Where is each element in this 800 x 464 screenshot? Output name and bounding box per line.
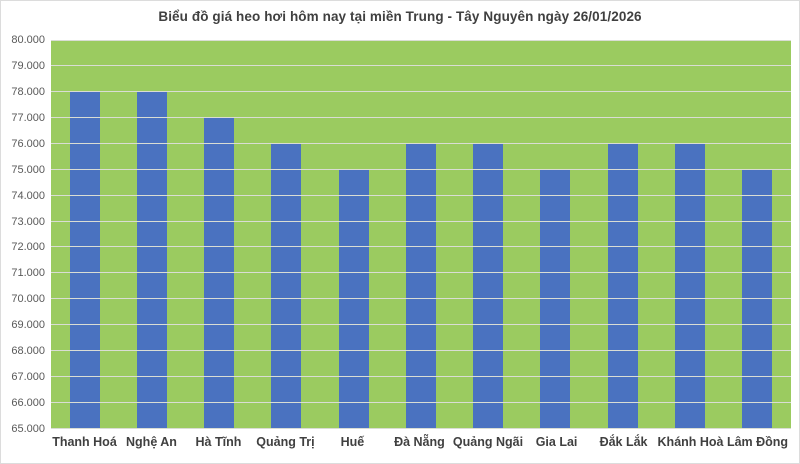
bar-cell <box>589 40 656 429</box>
x-tick-label: Thanh Hoá <box>52 435 117 449</box>
bar-cell <box>186 40 253 429</box>
bar-cell <box>724 40 791 429</box>
x-tick-label: Nghệ An <box>126 435 177 449</box>
y-tick-label: 76.000 <box>11 137 45 150</box>
x-tick-label: Hà Tĩnh <box>195 435 242 449</box>
bar <box>607 143 638 429</box>
gridline <box>51 194 791 196</box>
x-tick-label: Quảng Trị <box>256 435 315 449</box>
y-tick-label: 77.000 <box>11 111 45 124</box>
gridline <box>51 246 791 248</box>
y-tick-label: 73.000 <box>11 215 45 228</box>
gridline <box>51 324 791 326</box>
bar <box>204 117 235 429</box>
y-tick-label: 80.000 <box>11 34 45 46</box>
y-tick-label: 69.000 <box>11 319 45 332</box>
plot-area <box>51 40 791 429</box>
gridline <box>51 90 791 92</box>
x-tick-label: Gia Lai <box>535 435 578 449</box>
x-tick-label: Lâm Đồng <box>726 435 789 449</box>
bar-cell <box>387 40 454 429</box>
gridline <box>51 142 791 144</box>
y-tick-label: 68.000 <box>11 345 45 358</box>
y-tick-label: 71.000 <box>11 267 45 280</box>
y-tick-label: 78.000 <box>11 85 45 98</box>
y-tick-label: 65.000 <box>11 423 45 435</box>
gridline <box>51 220 791 222</box>
gridline <box>51 298 791 300</box>
x-tick-label: Đắk Lắk <box>599 435 648 449</box>
bar-cell <box>522 40 589 429</box>
bar <box>136 91 167 429</box>
y-tick-label: 79.000 <box>11 59 45 72</box>
y-tick-label: 74.000 <box>11 189 45 202</box>
y-tick-label: 72.000 <box>11 241 45 254</box>
bar <box>69 91 100 429</box>
x-tick-label: Quảng Ngãi <box>452 435 524 449</box>
gridline <box>51 116 791 118</box>
x-tick-label: Huế <box>340 435 365 449</box>
y-tick-label: 75.000 <box>11 163 45 176</box>
chart-title: Biểu đồ giá heo hơi hôm nay tại miền Tru… <box>158 9 642 24</box>
gridline <box>51 272 791 274</box>
bar-cell <box>118 40 185 429</box>
x-tick-label: Đà Nẵng <box>394 435 445 449</box>
gridline <box>51 376 791 378</box>
x-tick-label: Khánh Hoà <box>657 435 724 449</box>
y-tick-label: 70.000 <box>11 293 45 306</box>
gridline <box>51 428 791 429</box>
bar-cell <box>320 40 387 429</box>
gridline <box>51 402 791 404</box>
bar <box>675 143 706 429</box>
bar-cell <box>253 40 320 429</box>
bar <box>405 143 436 429</box>
bar <box>473 143 504 429</box>
y-tick-label: 67.000 <box>11 371 45 384</box>
gridline <box>51 350 791 352</box>
y-axis: 65.000 66.000 67.000 68.000 69.000 70.000 71.0… <box>1 34 45 435</box>
bar-cell <box>455 40 522 429</box>
y-tick-label: 66.000 <box>11 397 45 410</box>
bar-cell <box>51 40 118 429</box>
bars <box>51 40 791 429</box>
gridline <box>51 64 791 66</box>
x-axis: Thanh Hoá Nghệ An Hà Tĩnh Quảng Trị Huế Đà Nẵ… <box>51 435 791 449</box>
bar <box>271 143 302 429</box>
gridline <box>51 168 791 170</box>
bar-cell <box>656 40 723 429</box>
gridline <box>51 40 791 41</box>
